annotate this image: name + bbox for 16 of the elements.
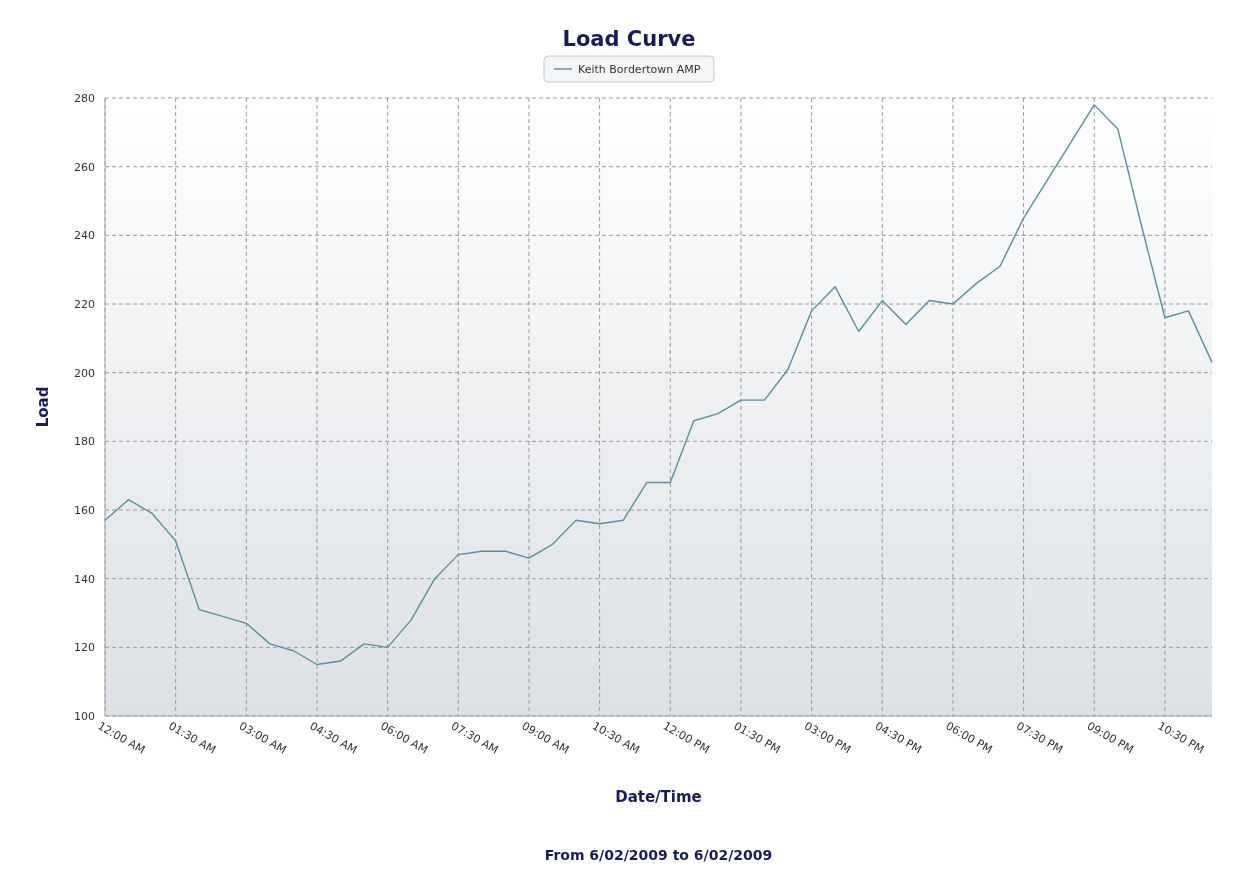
- y-tick-label: 100: [74, 709, 95, 723]
- y-tick-label: 280: [74, 91, 95, 105]
- text: From 6/02/2009 to 6/02/2009: [544, 847, 773, 863]
- legend-label: Keith Bordertown AMP: [578, 63, 701, 76]
- y-tick-label: 180: [74, 435, 95, 449]
- y-tick-label: 120: [74, 641, 95, 655]
- y-tick-label: 140: [74, 572, 95, 586]
- y-tick-label: 220: [74, 297, 95, 311]
- y-tick-label: 160: [74, 503, 95, 517]
- x-axis-title: Date/Time: [615, 788, 702, 806]
- y-axis-title: Load: [34, 386, 52, 428]
- y-tick-label: 240: [74, 229, 95, 243]
- y-tick-label: 260: [74, 160, 95, 174]
- line-series: [104, 104, 1213, 666]
- chart-title: Load Curve: [562, 27, 696, 51]
- y-tick-label: 200: [74, 366, 95, 380]
